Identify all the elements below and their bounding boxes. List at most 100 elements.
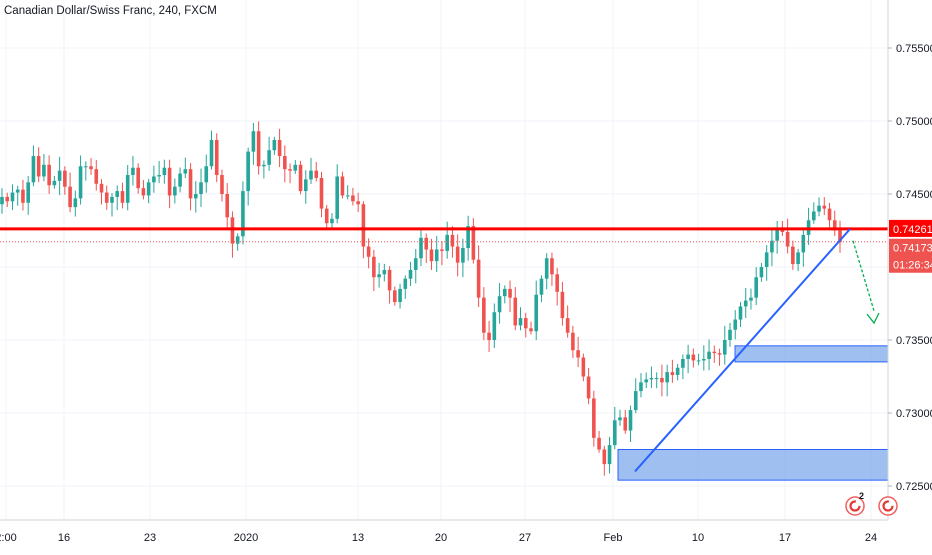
candle-body: [550, 258, 554, 275]
candle: [99, 179, 104, 205]
candle: [324, 204, 329, 231]
candle: [209, 130, 214, 170]
candle-body: [31, 156, 36, 183]
candle: [293, 159, 298, 174]
candle-body: [696, 360, 701, 362]
candle-body: [434, 249, 439, 262]
time-tick-label: 10: [692, 532, 704, 544]
candle-body: [393, 290, 397, 303]
candle-body: [633, 391, 638, 411]
candle-body: [104, 192, 109, 203]
candle-body: [330, 218, 334, 224]
candle: [571, 325, 575, 359]
candle: [157, 160, 161, 184]
candle-body: [639, 382, 643, 392]
candle: [801, 227, 806, 267]
candle-body: [136, 167, 140, 189]
candles-layer: [0, 121, 842, 476]
candle: [696, 353, 701, 366]
candle-body: [309, 170, 313, 180]
time-tick-label: Feb: [604, 532, 623, 544]
candle-body: [131, 167, 135, 176]
candle-body: [262, 164, 266, 167]
candle: [445, 221, 449, 259]
grid: [0, 0, 888, 520]
candle-body: [686, 354, 690, 359]
candle: [461, 238, 465, 278]
candle: [131, 155, 135, 186]
candle: [832, 210, 837, 236]
candle-body: [764, 252, 769, 267]
candle-body: [351, 195, 355, 202]
candle: [31, 145, 36, 187]
candle: [125, 165, 130, 211]
candle: [152, 165, 156, 193]
candle-body: [733, 319, 738, 330]
candle-body: [94, 169, 99, 184]
candle-body: [214, 139, 219, 176]
candle: [523, 312, 528, 338]
candle-body: [68, 186, 72, 208]
candle-body: [754, 277, 758, 298]
candle: [162, 159, 167, 184]
price-axis[interactable]: 0.75500 0.75000 0.74500 0.73500 0.73000 0.725…: [887, 0, 932, 520]
last-price-tag[interactable]: [889, 238, 932, 273]
candle: [204, 154, 209, 193]
candle-body: [628, 410, 633, 431]
candle: [785, 218, 790, 254]
candle-body: [743, 300, 748, 307]
candle-body: [225, 194, 230, 218]
candle-body: [167, 167, 172, 196]
candle-body: [173, 186, 177, 196]
projection-arrow[interactable]: [852, 240, 875, 311]
event-ring: [878, 496, 898, 516]
candle: [544, 253, 549, 290]
lower-demand-zone: [617, 449, 889, 481]
candle-body: [78, 166, 83, 199]
time-axis[interactable]: 2:00 16 23 2020 13 20 27 Feb 10 17 24: [0, 519, 888, 544]
tradingview-events-icon[interactable]: [845, 496, 865, 516]
candle: [356, 192, 360, 212]
candle-body: [319, 177, 324, 209]
candle: [497, 282, 502, 324]
candle: [691, 348, 696, 368]
candle-body: [602, 449, 607, 465]
candle: [220, 169, 224, 202]
candle: [822, 197, 827, 216]
candle-body: [812, 211, 816, 221]
candle-body: [277, 139, 282, 157]
tradingview-events-icon[interactable]: [878, 496, 898, 516]
candle-body: [372, 256, 376, 278]
candle: [408, 261, 413, 287]
candle-body: [838, 230, 842, 243]
candle: [372, 249, 376, 292]
candle-body: [361, 204, 366, 247]
candle: [644, 372, 649, 388]
candle: [73, 190, 78, 217]
trendline[interactable]: [634, 228, 851, 473]
candle-body: [445, 234, 449, 251]
candle-body: [649, 377, 654, 380]
candle-body: [293, 164, 298, 171]
candle-body: [251, 131, 256, 152]
candle-body: [340, 176, 345, 196]
candle-body: [52, 180, 57, 186]
candle-body: [560, 291, 565, 319]
candle-body: [115, 191, 120, 197]
candle: [743, 288, 748, 319]
candle: [466, 215, 470, 261]
candle-body: [801, 234, 806, 253]
resistance-price-tag[interactable]: [889, 219, 932, 237]
candle-body: [712, 351, 717, 354]
candle: [712, 345, 717, 363]
candle: [471, 218, 476, 264]
candle-body: [146, 182, 151, 196]
candle-body: [356, 201, 360, 205]
time-tick-label: 2:00: [0, 532, 17, 544]
candle-body: [298, 164, 303, 192]
candle-body: [450, 234, 455, 247]
candle-body: [419, 237, 423, 259]
time-tick-label: 27: [519, 532, 531, 544]
